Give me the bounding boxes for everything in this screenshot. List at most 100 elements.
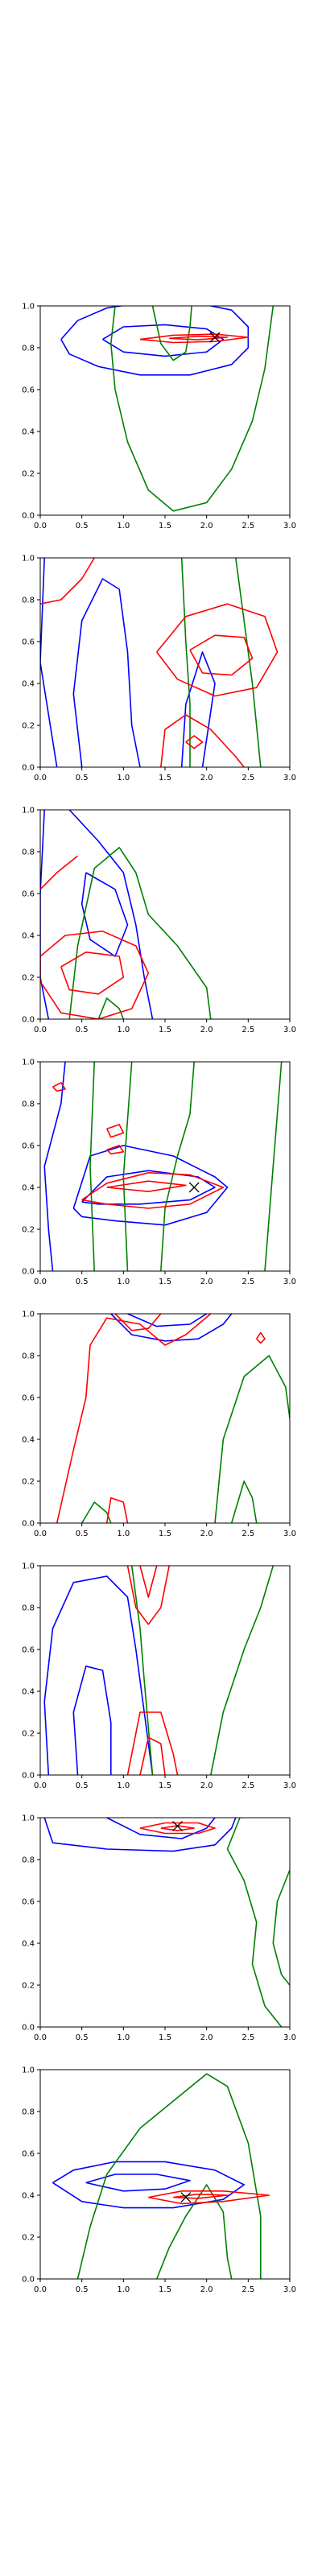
contour-blue-1	[43, 1818, 237, 1852]
x-tick-label: 0.0	[34, 2033, 47, 2042]
contour-red-2	[139, 1736, 166, 1775]
y-tick-label: 0.8	[22, 848, 35, 857]
y-tick-label: 0.2	[22, 1226, 35, 1235]
y-tick-label: 0.0	[22, 1772, 35, 1781]
y-tick-label: 0.2	[22, 1478, 35, 1487]
contour-red-1	[126, 1711, 179, 1775]
contour-red-2	[106, 1180, 187, 1192]
x-tick-label: 0.5	[76, 2285, 89, 2294]
contour-red-4	[256, 1331, 266, 1344]
contour-blue-1	[110, 1314, 233, 1342]
contour-blue-2	[85, 2174, 191, 2192]
contour-blue-2	[72, 1145, 229, 1226]
x-tick-label: 0.0	[34, 1530, 47, 1538]
x-tick-label: 1.0	[117, 1026, 130, 1034]
y-tick-label: 0.0	[22, 1268, 35, 1277]
y-tick-label: 0.6	[22, 1394, 35, 1403]
x-tick-label: 3.0	[283, 2033, 296, 2042]
contour-red-4	[160, 714, 245, 767]
contour-green-1	[180, 558, 191, 767]
y-tick-label: 0.2	[22, 470, 35, 479]
y-tick-label: 0.4	[22, 1688, 35, 1697]
contour-green-4	[264, 1062, 283, 1271]
axes-frame	[39, 1061, 291, 1272]
x-tick-label: 1.0	[117, 1781, 130, 1790]
y-tick-label: 0.6	[22, 890, 35, 899]
contour-red-2	[173, 2193, 229, 2199]
x-tick-label: 0.0	[34, 2285, 47, 2294]
y-tick-label: 0.0	[22, 1016, 35, 1025]
x-tick-label: 2.5	[242, 774, 254, 782]
contour-red-1	[40, 855, 79, 890]
contour-red-2	[169, 335, 229, 341]
y-tick-label: 1.0	[22, 555, 35, 564]
y-tick-label: 0.4	[22, 932, 35, 941]
contour-blue-2	[127, 1314, 208, 1327]
contour-green-2	[151, 306, 192, 361]
contour-blue-1	[40, 810, 50, 1019]
x-tick-label: 0.0	[34, 774, 47, 782]
x-tick-label: 1.0	[117, 774, 130, 782]
subplot-5: 0.0 0.5 1.0 1.5 2.0 2.5 3.0 0.0 0.2 0.4 0.6 0.8 1.0	[22, 1311, 296, 1539]
contour-blue-2	[106, 1818, 216, 1839]
contour-red-2	[160, 1825, 195, 1831]
contour-blue-2	[102, 324, 225, 357]
contour-red-1	[148, 2190, 270, 2205]
x-tick-label: 2.5	[242, 2285, 254, 2294]
contour-blue-1	[40, 558, 58, 767]
y-tick-label: 1.0	[22, 303, 35, 312]
contour-red-3	[105, 1497, 129, 1523]
contour-green-2	[122, 1062, 133, 1271]
x-tick-label: 2.0	[200, 1530, 213, 1538]
contour-red-5	[185, 735, 204, 749]
subplot-8: 0.0 0.5 1.0 1.5 2.0 2.5 3.0 0.0 0.2 0.4 0.6 0.8 1.0	[22, 2066, 296, 2295]
x-marker	[188, 1182, 200, 1193]
x-tick-label: 0.0	[34, 522, 47, 530]
x-tick-label: 2.0	[200, 774, 213, 782]
y-tick-label: 0.4	[22, 428, 35, 437]
contour-green-1	[68, 847, 212, 1019]
y-tick-label: 1.0	[22, 2066, 35, 2075]
x-tick-label: 0.5	[76, 2033, 89, 2042]
contour-red-3	[189, 634, 254, 676]
x-tick-label: 0.5	[76, 774, 89, 782]
x-tick-label: 3.0	[283, 1781, 296, 1790]
axes-frame	[39, 2069, 291, 2280]
y-tick-label: 0.4	[22, 680, 35, 689]
y-tick-label: 0.6	[22, 1898, 35, 1907]
contour-red-3	[52, 1082, 66, 1092]
contour-blue-2	[72, 578, 141, 767]
contour-blue-3	[80, 872, 129, 957]
contour-green-2	[272, 1869, 290, 1986]
contour-green-2	[97, 997, 125, 1019]
contour-green-1	[110, 306, 275, 512]
x-tick-label: 1.5	[159, 2285, 171, 2294]
y-tick-label: 0.8	[22, 1100, 35, 1109]
x-tick-label: 0.0	[34, 1781, 47, 1790]
axes-frame	[39, 809, 291, 1020]
y-tick-label: 0.6	[22, 638, 35, 647]
axes-frame	[39, 1565, 291, 1776]
x-tick-label: 2.0	[200, 1026, 213, 1034]
y-tick-label: 0.6	[22, 1646, 35, 1655]
y-tick-label: 0.2	[22, 1982, 35, 1991]
x-tick-label: 1.0	[117, 522, 130, 530]
y-tick-label: 0.0	[22, 1520, 35, 1529]
x-tick-label: 3.0	[283, 2285, 296, 2294]
x-tick-label: 1.5	[159, 1781, 171, 1790]
contour-green-2	[235, 558, 262, 767]
x-tick-label: 1.0	[117, 1530, 130, 1538]
x-tick-label: 2.5	[242, 1530, 254, 1538]
subplot-2: 0.0 0.5 1.0 1.5 2.0 2.5 3.0 0.0 0.2 0.4 0.6 0.8 1.0	[22, 555, 296, 783]
x-tick-label: 2.5	[242, 2033, 254, 2042]
x-tick-label: 2.0	[200, 1278, 213, 1286]
axes-frame	[39, 1817, 291, 2028]
x-tick-label: 3.0	[283, 522, 296, 530]
contour-green-1	[226, 1818, 283, 2027]
contour-green-2	[210, 1566, 275, 1775]
x-tick-label: 3.0	[283, 1026, 296, 1034]
contour-red-2	[40, 931, 150, 1019]
x-tick-label: 2.5	[242, 1278, 254, 1286]
contour-green-2	[230, 1480, 258, 1523]
y-tick-label: 0.2	[22, 722, 35, 731]
